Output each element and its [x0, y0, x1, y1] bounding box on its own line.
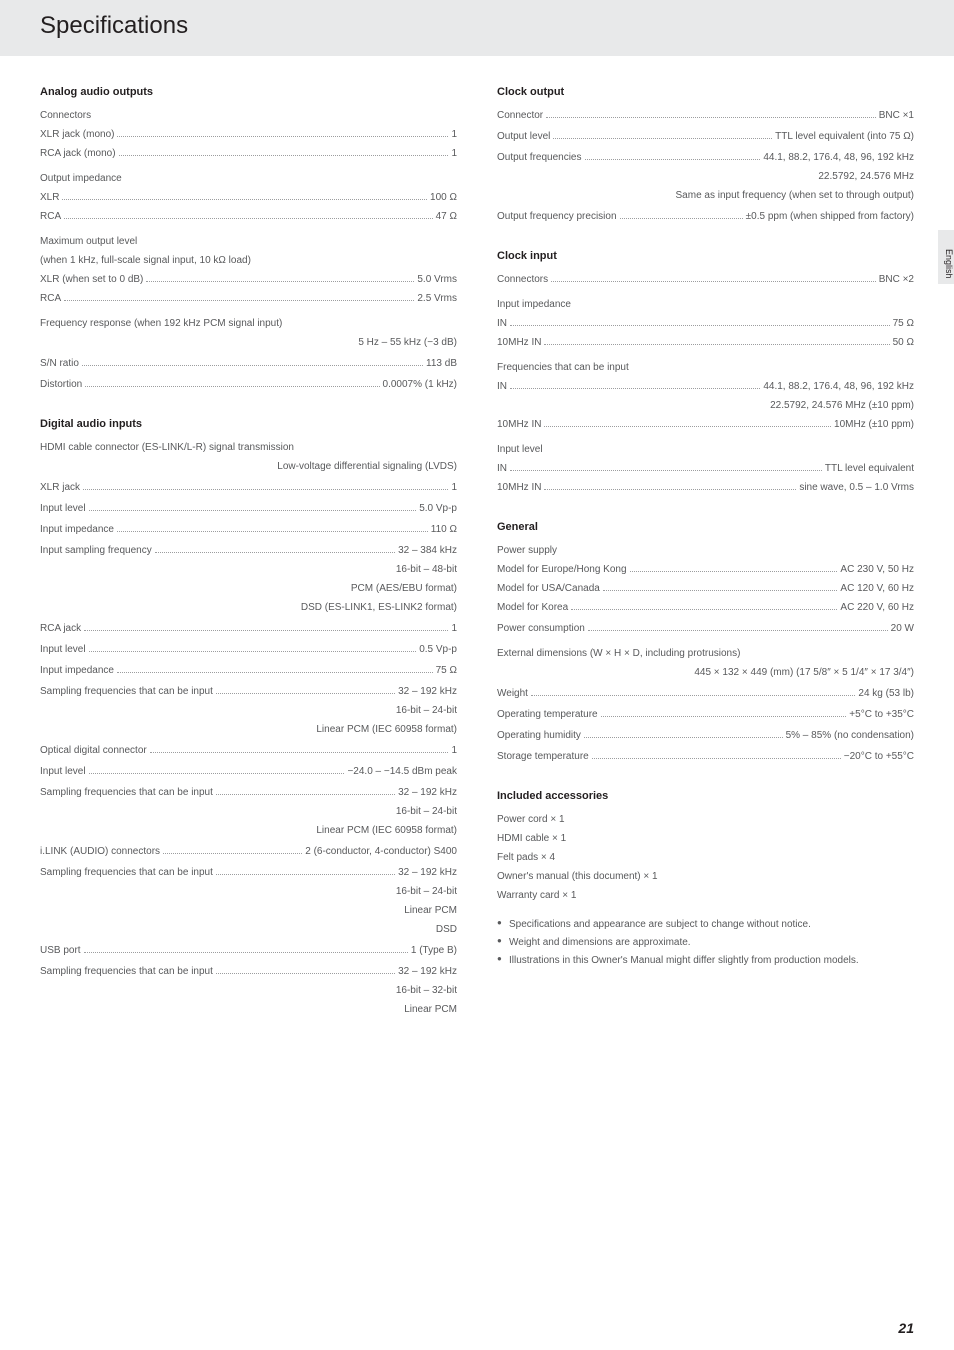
spec-row: Operating temperature+5°C to +35°C: [497, 707, 914, 722]
spec-row: Sampling frequencies that can be input32…: [40, 684, 457, 699]
spec-row: Optical digital connector1: [40, 743, 457, 758]
page-title: Specifications: [40, 12, 914, 40]
accessory-item: Owner's manual (this document) × 1: [497, 869, 914, 884]
spec-row: Input sampling frequency32 – 384 kHz: [40, 543, 457, 558]
cont-line: DSD (ES-LINK1, ES-LINK2 format): [40, 600, 457, 615]
specs-page: Analog audio outputs Connectors XLR jack…: [0, 56, 954, 1041]
spec-row: XLR jack (mono)1: [40, 127, 457, 142]
hdmi-value: Low-voltage differential signaling (LVDS…: [40, 459, 457, 474]
cont-line: 16-bit – 24-bit: [40, 804, 457, 819]
accessory-item: HDMI cable × 1: [497, 831, 914, 846]
clock-input-title: Clock input: [497, 250, 914, 262]
spec-row: Model for USA/CanadaAC 120 V, 60 Hz: [497, 581, 914, 596]
spec-row: Sampling frequencies that can be input32…: [40, 785, 457, 800]
note-bullet: Weight and dimensions are approximate.: [497, 935, 914, 950]
clock-output-title: Clock output: [497, 86, 914, 98]
spec-row: RCA47 Ω: [40, 209, 457, 224]
spec-row: Input level5.0 Vp-p: [40, 501, 457, 516]
spec-row: S/N ratio113 dB: [40, 356, 457, 371]
cont-line: Linear PCM: [40, 903, 457, 918]
language-tab: English: [938, 230, 954, 284]
fci-label: Frequencies that can be input: [497, 360, 914, 375]
cont-line: 16-bit – 24-bit: [40, 884, 457, 899]
cont-line: 22.5792, 24.576 MHz: [497, 169, 914, 184]
spec-row: Sampling frequencies that can be input32…: [40, 964, 457, 979]
spec-row: IN75 Ω: [497, 316, 914, 331]
spec-row: RCA jack1: [40, 621, 457, 636]
spec-row: Model for KoreaAC 220 V, 60 Hz: [497, 600, 914, 615]
general-title: General: [497, 521, 914, 533]
spec-row: Storage temperature−20°C to +55°C: [497, 749, 914, 764]
cont-line: Same as input frequency (when set to thr…: [497, 188, 914, 203]
cont-line: PCM (AES/EBU format): [40, 581, 457, 596]
left-column: Analog audio outputs Connectors XLR jack…: [40, 80, 457, 1021]
spec-row: Distortion0.0007% (1 kHz): [40, 377, 457, 392]
spec-row: Input impedance110 Ω: [40, 522, 457, 537]
cont-line: 16-bit – 24-bit: [40, 703, 457, 718]
spec-row: INTTL level equivalent: [497, 461, 914, 476]
spec-row: Power consumption20 W: [497, 621, 914, 636]
cont-line: DSD: [40, 922, 457, 937]
spec-row: RCA2.5 Vrms: [40, 291, 457, 306]
cont-line: Linear PCM (IEC 60958 format): [40, 823, 457, 838]
analog-section: Analog audio outputs Connectors XLR jack…: [40, 86, 457, 392]
accessories-section: Included accessories Power cord × 1 HDMI…: [497, 790, 914, 968]
spec-row: 10MHz IN10MHz (±10 ppm): [497, 417, 914, 432]
spec-row: Model for Europe/Hong KongAC 230 V, 50 H…: [497, 562, 914, 577]
freq-resp-value: 5 Hz – 55 kHz (−3 dB): [40, 335, 457, 350]
spec-row: Input impedance75 Ω: [40, 663, 457, 678]
dim-value: 445 × 132 × 449 (mm) (17 5/8″ × 5 1/4″ ×…: [497, 665, 914, 680]
spec-row: Output frequency precision±0.5 ppm (when…: [497, 209, 914, 224]
power-supply-label: Power supply: [497, 543, 914, 558]
spec-row: Input level0.5 Vp-p: [40, 642, 457, 657]
spec-row: XLR100 Ω: [40, 190, 457, 205]
note-bullet: Illustrations in this Owner's Manual mig…: [497, 953, 914, 968]
dim-label: External dimensions (W × H × D, includin…: [497, 646, 914, 661]
spec-row: ConnectorBNC ×1: [497, 108, 914, 123]
cont-line: 22.5792, 24.576 MHz (±10 ppm): [497, 398, 914, 413]
analog-title: Analog audio outputs: [40, 86, 457, 98]
clock-output-section: Clock output ConnectorBNC ×1 Output leve…: [497, 86, 914, 224]
accessory-item: Warranty card × 1: [497, 888, 914, 903]
spec-row: XLR jack1: [40, 480, 457, 495]
general-section: General Power supply Model for Europe/Ho…: [497, 521, 914, 764]
connectors-label: Connectors: [40, 108, 457, 123]
spec-row: Output levelTTL level equivalent (into 7…: [497, 129, 914, 144]
cont-line: Linear PCM: [40, 1002, 457, 1017]
hdmi-label: HDMI cable connector (ES-LINK/L-R) signa…: [40, 440, 457, 455]
spec-row: XLR (when set to 0 dB)5.0 Vrms: [40, 272, 457, 287]
spec-row: 10MHz INsine wave, 0.5 – 1.0 Vrms: [497, 480, 914, 495]
spec-row: Sampling frequencies that can be input32…: [40, 865, 457, 880]
spec-row: Input level−24.0 – −14.5 dBm peak: [40, 764, 457, 779]
max-out-label2: (when 1 kHz, full-scale signal input, 10…: [40, 253, 457, 268]
freq-resp-label: Frequency response (when 192 kHz PCM sig…: [40, 316, 457, 331]
right-column: Clock output ConnectorBNC ×1 Output leve…: [497, 80, 914, 1021]
clock-input-section: Clock input ConnectorsBNC ×2 Input imped…: [497, 250, 914, 495]
out-imp-label: Output impedance: [40, 171, 457, 186]
max-out-label1: Maximum output level: [40, 234, 457, 249]
accessories-title: Included accessories: [497, 790, 914, 802]
spec-row: Weight24 kg (53 lb): [497, 686, 914, 701]
spec-row: USB port1 (Type B): [40, 943, 457, 958]
input-imp-label: Input impedance: [497, 297, 914, 312]
spec-row: ConnectorsBNC ×2: [497, 272, 914, 287]
accessory-item: Felt pads × 4: [497, 850, 914, 865]
accessory-item: Power cord × 1: [497, 812, 914, 827]
header-band: Specifications: [0, 0, 954, 56]
spec-row: IN44.1, 88.2, 176.4, 48, 96, 192 kHz: [497, 379, 914, 394]
cont-line: Linear PCM (IEC 60958 format): [40, 722, 457, 737]
cont-line: 16-bit – 32-bit: [40, 983, 457, 998]
lvl-label: Input level: [497, 442, 914, 457]
spec-row: i.LINK (AUDIO) connectors2 (6-conductor,…: [40, 844, 457, 859]
spec-row: Operating humidity5% – 85% (no condensat…: [497, 728, 914, 743]
digital-title: Digital audio inputs: [40, 418, 457, 430]
note-bullet: Specifications and appearance are subjec…: [497, 917, 914, 932]
spec-row: RCA jack (mono)1: [40, 146, 457, 161]
spec-row: Output frequencies44.1, 88.2, 176.4, 48,…: [497, 150, 914, 165]
digital-section: Digital audio inputs HDMI cable connecto…: [40, 418, 457, 1017]
spec-row: 10MHz IN50 Ω: [497, 335, 914, 350]
page-number: 21: [898, 1320, 914, 1336]
notes-list: Specifications and appearance are subjec…: [497, 917, 914, 968]
cont-line: 16-bit – 48-bit: [40, 562, 457, 577]
